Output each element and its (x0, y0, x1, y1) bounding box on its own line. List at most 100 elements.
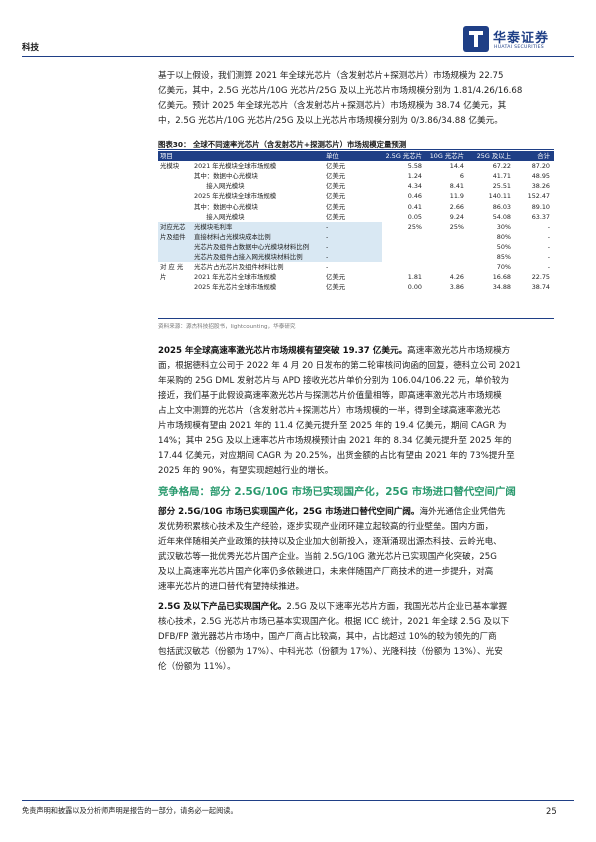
table-top-rule (158, 149, 554, 150)
page-number: 25 (546, 806, 557, 816)
cell-total: 89.10 (531, 202, 550, 211)
logo-icon (463, 26, 489, 52)
row-group: 对应光芯 (158, 221, 192, 232)
table-row: 光芯片及组件占数据中心光模块材料比例 -50% - (158, 241, 554, 252)
cell-total: - (547, 242, 550, 251)
row-group: 片 (160, 273, 167, 282)
logo-text-en: HUATAI SECURITIES (494, 45, 545, 50)
table-title: 图表30： 全球不同速率光芯片（含发射芯片+探测芯片）市场规模定量预测 (158, 140, 407, 149)
cell-25g: 30% (496, 222, 511, 231)
cell-10g (426, 242, 468, 252)
paragraph-line: 高速率激光芯片市场规模方 (407, 346, 511, 356)
paragraph-line: 14%；其中 25G 及以上速率芯片市场规模预计由 2021 年的 8.34 亿… (158, 436, 512, 446)
paragraph-line: 包括武汉敏芯（份额为 17%）、中科光芯（份额为 17%）、光隆科技（份额为 1… (158, 647, 503, 657)
competition-paragraph: 部分 2.5G/10G 市场已实现国产化，25G 市场进口替代空间广阔。海外光通… (158, 505, 554, 595)
cell-total: - (547, 263, 550, 272)
cell-2-5g: 4.34 (407, 182, 422, 191)
cell-10g: 9.24 (449, 212, 464, 221)
row-label: 其中：数据中心光模块 (194, 202, 258, 211)
cell-total: 87.20 (531, 162, 550, 171)
table-row: 对应光芯 光模块毛利率 -25% 25% 30% - (158, 221, 554, 232)
row-unit: - (324, 221, 382, 232)
paragraph-line: 17.44 亿美元，对应期间 CAGR 为 20.25%，出货金额的占比有望由 … (158, 451, 515, 461)
cell-25g: 70% (496, 263, 511, 272)
footer-divider (22, 800, 574, 801)
cell-total: 63.37 (531, 212, 550, 221)
row-label: 2021 年光芯片全球市场规模 (194, 273, 277, 282)
header-cell: 25G 及以上 (468, 151, 515, 162)
cell-25g: 54.08 (492, 212, 511, 221)
cell-total: 152.47 (527, 192, 550, 201)
paragraph-lead: 部分 2.5G/10G 市场已实现国产化，25G 市场进口替代空间广阔。 (158, 507, 420, 517)
cell-10g: 2.66 (449, 202, 464, 211)
row-label: 2025 年光芯片全球市场规模 (194, 283, 277, 292)
cell-total: 22.75 (531, 273, 550, 282)
intro-line: 亿美元，其中，2.5G 光芯片/10G 光芯片/25G 及以上光芯片市场规模分别… (158, 86, 523, 96)
paragraph-line: 核心技术，2.5G 光芯片市场已基本实现国产化。根据 ICC 统计，2021 年… (158, 617, 510, 627)
row-group (158, 181, 192, 191)
cell-total: 38.74 (531, 283, 550, 292)
table-row: 片及组件 直接材料占光模块成本比例 -80% - (158, 231, 554, 242)
cell-25g: 67.22 (492, 162, 511, 171)
row-group: 光模块 (160, 162, 180, 171)
row-unit: - (324, 241, 382, 252)
cell-10g: 3.86 (449, 283, 464, 292)
cell-2-5g: 1.81 (407, 273, 422, 282)
table-row: 接入网光模块 亿美元 4.34 8.41 25.51 38.26 (158, 181, 554, 191)
row-group (158, 212, 192, 222)
row-unit: - (326, 263, 329, 272)
cell-10g: 6 (459, 172, 464, 181)
row-unit: 亿美元 (326, 182, 346, 191)
header-cell: 合计 (515, 151, 554, 162)
paragraph-line: 武汉敏芯等一批优秀光芯片国产企业。当前 2.5G/10G 激光芯片已实现国产化突… (158, 552, 497, 562)
row-unit: 亿美元 (326, 212, 346, 221)
paragraph-lead: 2025 年全球高速率激光芯片市场规模有望突破 19.37 亿美元。 (158, 346, 408, 356)
row-label: 2021 年光模块全球市场规模 (194, 162, 277, 171)
paragraph-line: 及以上高速率光芯片国产化率仍多依赖进口，未来伴随国产厂商技术的进一步提升，对高 (158, 567, 494, 577)
company-logo: 华泰证券 HUATAI SECURITIES (463, 26, 574, 54)
cell-10g (426, 262, 468, 272)
paragraph-line: 伦（份额为 11%）。 (158, 662, 236, 672)
table-row: 2025 年光芯片全球市场规模 亿美元 0.00 3.86 34.88 38.74 (158, 282, 554, 292)
market-size-paragraph: 2025 年全球高速率激光芯片市场规模有望突破 19.37 亿美元。高速率激光芯… (158, 344, 554, 479)
row-group (158, 241, 192, 252)
row-group (158, 201, 192, 211)
intro-paragraph: 基于以上假设，我们测算 2021 年全球光芯片（含发射芯片+探测芯片）市场规模为… (158, 69, 554, 129)
row-unit: 亿美元 (326, 273, 346, 282)
intro-line: 基于以上假设，我们测算 2021 年全球光芯片（含发射芯片+探测芯片）市场规模为… (158, 71, 504, 81)
paragraph-line: 近年来伴随相关产业政策的扶持以及企业加大创新投入，逐渐涌现出源杰科技、云岭光电、 (158, 537, 502, 547)
table-row: 片 2021 年光芯片全球市场规模 亿美元 1.81 4.26 16.68 22.75 (158, 272, 554, 282)
table-row: 其中：数据中心光模块 亿美元 1.24 6 41.71 48.95 (158, 171, 554, 181)
cell-total: - (547, 252, 550, 261)
cell-25g: 85% (496, 252, 511, 261)
row-group (158, 191, 192, 201)
header-cell: 单位 (324, 151, 382, 162)
section-label: 科技 (22, 43, 40, 53)
cell-2-5g: 0.00 (407, 283, 422, 292)
row-unit: 亿美元 (326, 172, 346, 181)
cell-2-5g: 0.46 (407, 192, 422, 201)
cell-2-5g: 0.05 (407, 212, 422, 221)
row-unit: 亿美元 (326, 202, 346, 211)
cell-total: 48.95 (531, 172, 550, 181)
table-row: 接入网光模块 亿美元 0.05 9.24 54.08 63.37 (158, 212, 554, 222)
cell-25g: 34.88 (492, 283, 511, 292)
paragraph-line: 2025 年的 90%，有望实现超越行业的增长。 (158, 466, 334, 476)
cell-25g: 50% (496, 242, 511, 251)
cell-2-5g: 5.58 (407, 162, 422, 171)
cell-total: - (547, 222, 550, 231)
section-heading: 竞争格局：部分 2.5G/10G 市场已实现国产化，25G 市场进口替代空间广阔 (158, 486, 516, 498)
cell-2-5g (382, 242, 426, 252)
row-group (158, 251, 192, 263)
row-unit: 亿美元 (326, 162, 346, 171)
cell-25g: 25.51 (492, 182, 511, 191)
table-bottom-rule (158, 318, 554, 319)
table-row: 2025 年光模块全球市场规模 亿美元 0.46 11.9 140.11 152.47 (158, 191, 554, 201)
table-row: 对 应 光 光芯片占光芯片及组件材料比例 - 70% - (158, 262, 554, 272)
header-cell: 2.5G 光芯片 (382, 151, 426, 162)
cell-total: - (547, 232, 550, 241)
cell-2-5g (382, 252, 426, 262)
row-unit: - (324, 251, 382, 263)
row-label: 光芯片及组件占数据中心光模块材料比例 (192, 241, 324, 252)
table-row: 光芯片及组件占接入网光模块材料比例 -85% - (158, 251, 554, 263)
